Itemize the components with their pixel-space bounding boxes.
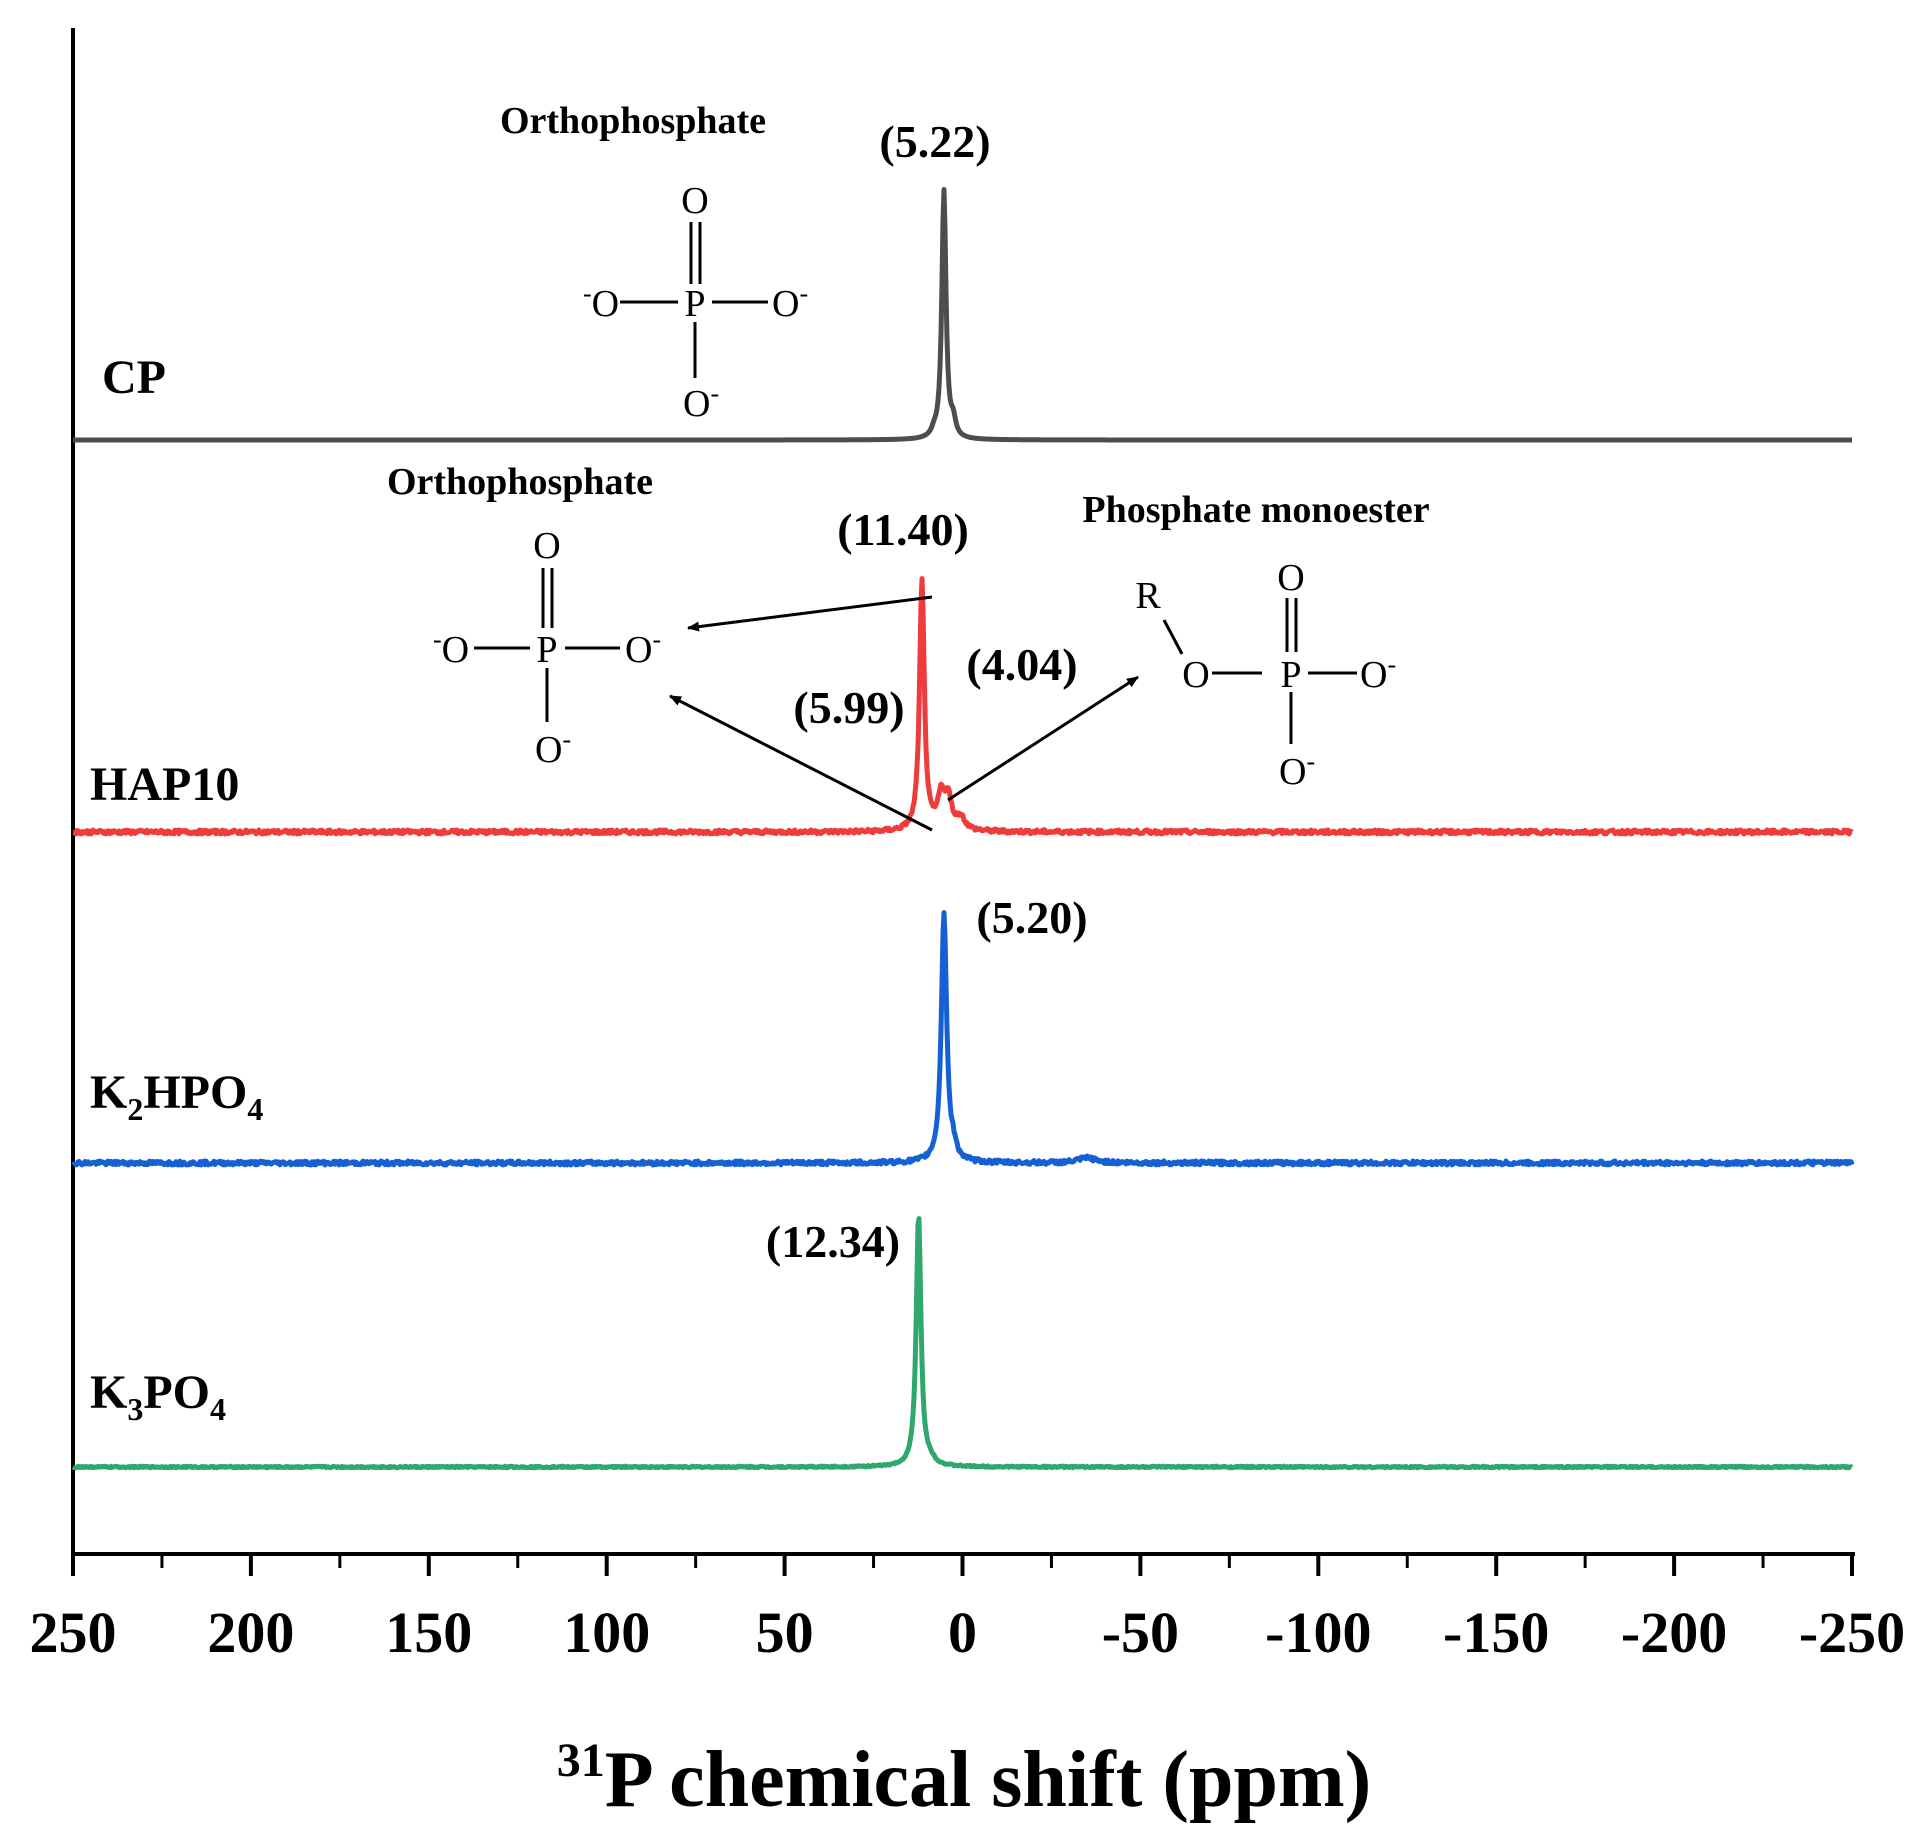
- series-label-k2hpo4-sub2: 4: [247, 1091, 263, 1127]
- hap-o-left-minus: -: [433, 625, 442, 654]
- arrow-5-99-to-orthophosphate: [669, 694, 933, 832]
- x-tick-label: 150: [385, 1600, 472, 1665]
- spectrum-line-k2hpo4: [71, 910, 1855, 1168]
- x-tick-label: -200: [1621, 1600, 1727, 1665]
- monoester-o-top: O: [1277, 557, 1304, 599]
- series-label-k2hpo4: K2HPO4: [90, 1066, 263, 1127]
- cp-o-right: O-: [772, 279, 808, 325]
- peak-label-cp-5-22: (5.22): [879, 116, 990, 167]
- cp-o-left-minus: -: [583, 279, 592, 308]
- x-tick-label: 0: [948, 1600, 977, 1665]
- hap-orthophosphate-structure: [474, 568, 620, 722]
- monoester-structure-title: Phosphate monoester: [1082, 489, 1429, 531]
- series-label-k2hpo4-mid: HPO: [143, 1066, 247, 1119]
- cp-o-right-o: O: [772, 283, 799, 325]
- hap-o-right: O-: [625, 625, 661, 671]
- x-tick-label: 100: [563, 1600, 650, 1665]
- monoester-o-bottom-minus: -: [1306, 747, 1315, 776]
- series-label-k3po4-k: K: [90, 1366, 127, 1419]
- spectrum-line-cp: [71, 187, 1854, 443]
- cp-o-left: -O: [583, 279, 619, 325]
- cp-p-center: P: [684, 283, 705, 325]
- cp-o-left-o: O: [592, 283, 619, 325]
- spectrum-line-hap10: [71, 576, 1854, 837]
- series-label-k3po4: K3PO4: [90, 1366, 226, 1427]
- peak-label-hap10-4-04: (4.04): [966, 639, 1077, 690]
- hap-structure-title: Orthophosphate: [387, 461, 653, 503]
- peak-label-k3po4-12-34: (12.34): [766, 1216, 900, 1267]
- x-axis-tick-labels: 250 200 150 100 50 0 -50 -100 -150 -200 -250: [30, 1600, 1906, 1665]
- x-axis-title: 31P chemical shift (ppm): [557, 1734, 1372, 1824]
- peak-label-hap10-5-99: (5.99): [793, 682, 904, 733]
- spectrum-line-k3po4: [71, 1216, 1854, 1471]
- series-label-hap10-text: HAP10: [90, 758, 239, 811]
- monoester-o-right-o: O: [1360, 654, 1387, 696]
- series-label-k3po4-sub1: 3: [127, 1391, 143, 1427]
- monoester-o-right: O-: [1360, 650, 1396, 696]
- hap-o-right-o: O: [625, 629, 652, 671]
- hap-p-center: P: [536, 629, 557, 671]
- series-label-cp: CP: [102, 351, 166, 404]
- monoester-o-bottom: O-: [1279, 747, 1315, 793]
- spectra-group: [71, 187, 1855, 1471]
- x-tick-label: 50: [756, 1600, 814, 1665]
- hap-o-left-o: O: [442, 629, 469, 671]
- x-axis-title-text: P chemical shift (ppm): [605, 1736, 1372, 1824]
- x-tick-label: -250: [1799, 1600, 1905, 1665]
- cp-orthophosphate-structure: [620, 222, 768, 378]
- series-label-k2hpo4-sub1: 2: [127, 1091, 143, 1127]
- annotation-arrows: [669, 595, 1139, 832]
- hap-o-bottom-minus: -: [562, 725, 571, 754]
- hap-o-right-minus: -: [652, 625, 661, 654]
- arrow-11-40-to-orthophosphate: [687, 595, 933, 632]
- x-axis-title-superscript: 31: [557, 1734, 605, 1787]
- x-tick-label: 250: [30, 1600, 117, 1665]
- monoester-structure: [1162, 598, 1357, 744]
- cp-o-bottom-o: O: [683, 383, 710, 425]
- series-label-k3po4-sub2: 4: [210, 1391, 226, 1427]
- cp-o-right-minus: -: [799, 279, 808, 308]
- x-tick-label: -50: [1102, 1600, 1179, 1665]
- hap-o-bottom-o: O: [535, 729, 562, 771]
- x-tick-label: 200: [207, 1600, 294, 1665]
- series-label-cp-text: CP: [102, 351, 166, 404]
- cp-o-bottom-minus: -: [710, 379, 719, 408]
- series-label-k3po4-mid: PO: [143, 1366, 210, 1419]
- x-tick-label: -100: [1265, 1600, 1371, 1665]
- hap-o-bottom: O-: [535, 725, 571, 771]
- monoester-r: R: [1135, 575, 1161, 617]
- monoester-p-center: P: [1280, 654, 1301, 696]
- cp-o-bottom: O-: [683, 379, 719, 425]
- hap-o-left: -O: [433, 625, 469, 671]
- monoester-o-right-minus: -: [1387, 650, 1396, 679]
- x-tick-label: -150: [1443, 1600, 1549, 1665]
- monoester-o-bottom-o: O: [1279, 751, 1306, 793]
- hap-o-top: O: [533, 525, 560, 567]
- monoester-o-ester: O: [1182, 654, 1209, 696]
- x-axis-ticks: [71, 1554, 1854, 1576]
- series-label-k2hpo4-k: K: [90, 1066, 127, 1119]
- series-label-hap10: HAP10: [90, 758, 239, 811]
- cp-structure-title: Orthophosphate: [500, 100, 766, 142]
- peak-label-k2hpo4-5-20: (5.20): [976, 892, 1087, 943]
- peak-label-hap10-11-40: (11.40): [837, 504, 969, 555]
- cp-o-top: O: [681, 180, 708, 222]
- arrow-4-04-to-monoester: [947, 675, 1139, 802]
